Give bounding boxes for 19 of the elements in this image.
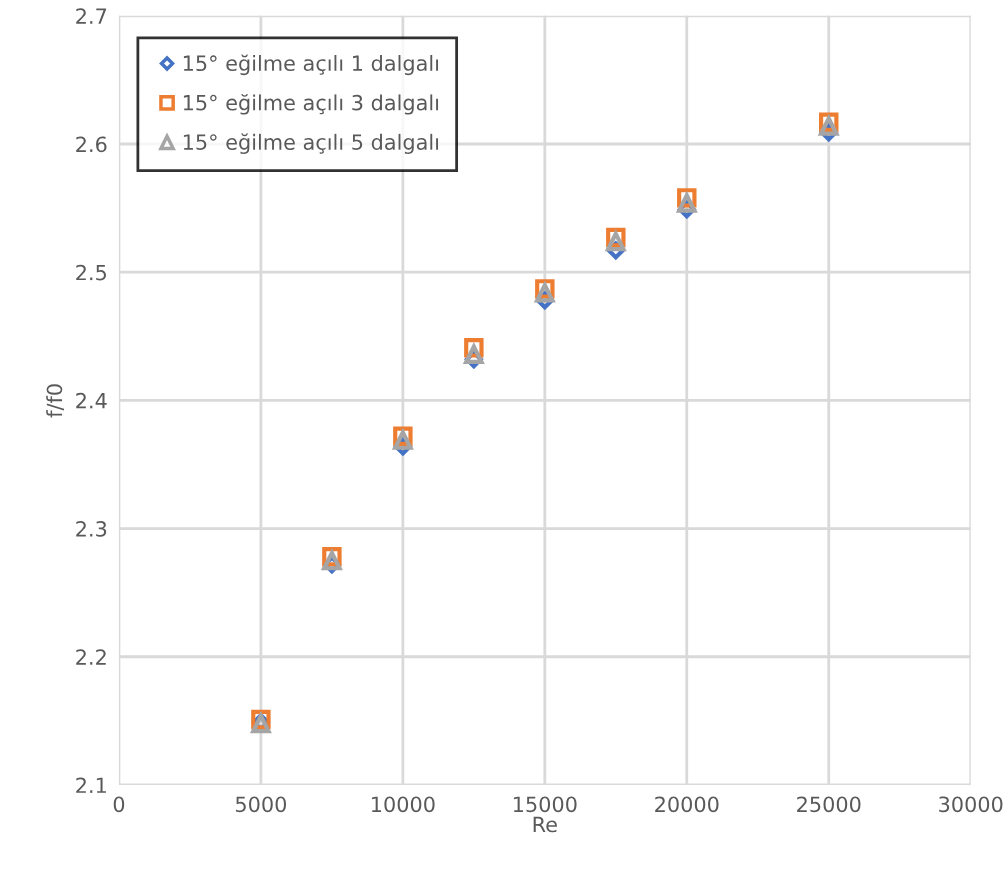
y-axis-title: f/f0 xyxy=(46,384,64,418)
x-tick-label: 20000 xyxy=(655,796,719,813)
x-tick-label: 0 xyxy=(113,796,125,813)
y-tick-label: 2.2 xyxy=(76,649,106,665)
y-tick-label: 2.1 xyxy=(76,777,106,793)
y-tick-label: 2.7 xyxy=(76,8,107,24)
x-tick-label: 30000 xyxy=(939,796,1003,813)
y-tick-label: 2.3 xyxy=(76,521,107,537)
legend-label: 15° eğilme açılı 3 dalgalı xyxy=(183,93,439,115)
y-tick-label: 2.5 xyxy=(76,264,107,281)
y-tick-label: 2.6 xyxy=(76,136,107,153)
legend-label: 15° eğilme açılı 5 dalgalı xyxy=(183,133,439,155)
legend-label: 15° eğilme açılı 1 dalgalı xyxy=(183,54,439,76)
x-tick-label: 10000 xyxy=(372,796,435,813)
x-tick-label: 15000 xyxy=(513,796,577,813)
x-tick-label: 5000 xyxy=(236,796,287,813)
x-axis-title: Re xyxy=(533,816,557,833)
y-tick-label: 2.4 xyxy=(76,392,107,409)
x-tick-label: 25000 xyxy=(797,796,861,813)
